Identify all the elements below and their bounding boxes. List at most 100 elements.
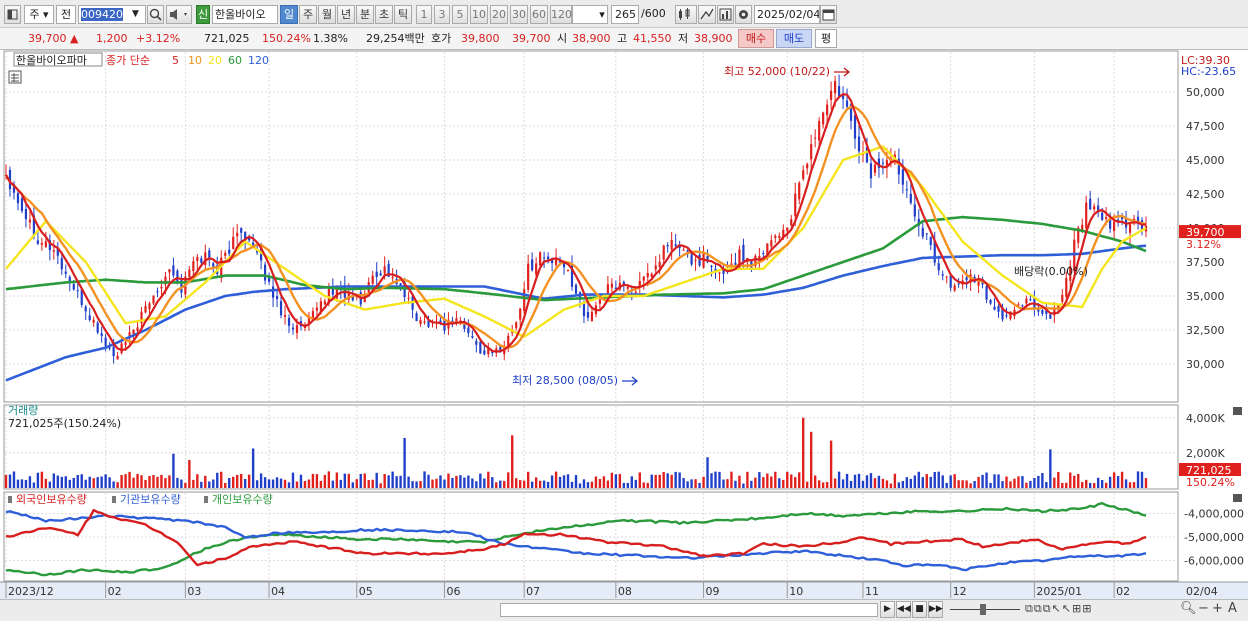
candle-body: [371, 275, 374, 284]
interval-button-5[interactable]: 5: [452, 5, 468, 24]
sell-button[interactable]: 매도: [776, 29, 812, 48]
zoom-in-icon[interactable]: +: [1212, 601, 1223, 616]
candle-body: [523, 289, 526, 312]
volume-bar: [953, 474, 956, 488]
volume-tag-bg: [1179, 463, 1241, 476]
low-annotation: 최저 28,500 (08/05): [512, 374, 618, 387]
volume-bar: [877, 475, 881, 488]
candle-body: [224, 252, 227, 256]
volume-bar: [387, 475, 390, 488]
period-button-6[interactable]: 틱: [394, 5, 412, 24]
candle-body: [132, 329, 135, 336]
date-input[interactable]: 2025/02/04: [754, 5, 820, 24]
volume-bar: [566, 474, 570, 488]
window-layout-icon[interactable]: [4, 5, 21, 24]
interval-button-1[interactable]: 1: [416, 5, 432, 24]
period-button-4[interactable]: 분: [356, 5, 374, 24]
zoom-out-icon[interactable]: −: [1198, 601, 1209, 616]
candle-body: [941, 274, 944, 276]
hc-label: HC:-23.65: [1181, 65, 1236, 78]
speaker-icon[interactable]: [166, 5, 192, 24]
interval-button-20[interactable]: 20: [490, 5, 508, 24]
volume-bar: [279, 478, 283, 488]
rewind-icon[interactable]: ◀◀: [896, 601, 911, 618]
market-select[interactable]: 주 ▾: [24, 5, 54, 24]
stats-icon[interactable]: [717, 5, 734, 24]
eval-button[interactable]: 평: [815, 29, 837, 48]
drawing-tool-icon[interactable]: [698, 5, 716, 24]
buy-button[interactable]: 매수: [738, 29, 774, 48]
code-dropdown-icon[interactable]: ▼: [132, 9, 139, 19]
horizontal-scrollbar[interactable]: [500, 603, 878, 617]
candle-body: [260, 247, 263, 261]
candle-body: [798, 182, 801, 200]
layout-icons[interactable]: ⧉⧉⧉↖↖⊞⊞: [1025, 602, 1093, 615]
volume-bar: [666, 473, 669, 488]
period-button-0[interactable]: 일: [280, 5, 298, 24]
interval-button-10[interactable]: 10: [470, 5, 488, 24]
candle-body: [423, 321, 426, 323]
candle-body: [407, 297, 410, 299]
candle-body: [475, 340, 478, 345]
interval-button-120[interactable]: 120: [550, 5, 572, 24]
interval-button-3[interactable]: 3: [434, 5, 450, 24]
volume-bar: [678, 472, 681, 488]
dividend-annotation: 배당락(0.00%): [1014, 265, 1088, 278]
zoom-slider-thumb[interactable]: [980, 604, 986, 615]
ma120-line: [5, 244, 1147, 382]
zoom-search-icon[interactable]: 🔍︎: [1180, 601, 1197, 616]
volume-bar: [200, 481, 203, 488]
stop-icon[interactable]: ■: [912, 601, 927, 618]
volume-bar: [1001, 481, 1004, 488]
volume-bar: [770, 476, 773, 488]
volume-bar: [526, 471, 530, 488]
candle-body: [92, 319, 95, 323]
candle-body: [56, 247, 59, 256]
candle-body: [12, 184, 16, 193]
candle-type-icon[interactable]: [675, 5, 697, 24]
stock-chart[interactable]: 50,00047,50045,00042,50040,00037,50035,0…: [0, 50, 1248, 599]
volume-bar: [228, 477, 231, 488]
interval-button-60[interactable]: 60: [530, 5, 548, 24]
calendar-icon[interactable]: [820, 5, 837, 24]
volume-bar: [885, 480, 889, 488]
candle-body: [837, 86, 841, 96]
volume-title: 거래량: [8, 404, 38, 417]
candle-body: [682, 249, 685, 251]
count-input[interactable]: 265: [611, 5, 639, 24]
interval-button-30[interactable]: 30: [510, 5, 528, 24]
period-button-3[interactable]: 년: [337, 5, 355, 24]
open-price: 38,900: [572, 32, 611, 45]
volume-bar: [423, 471, 426, 488]
candle-body: [156, 291, 159, 293]
interval-select[interactable]: ▾: [572, 5, 608, 24]
holding-legend-marker-1: [112, 496, 116, 503]
volume-bar: [463, 477, 466, 488]
period-button-5[interactable]: 초: [375, 5, 393, 24]
prev-button[interactable]: 전: [56, 5, 76, 24]
candle-body: [547, 256, 550, 260]
candle-body: [877, 158, 881, 168]
play-icon[interactable]: ▶▶: [928, 601, 943, 618]
volume-bar: [869, 473, 873, 488]
volume-bar: [734, 480, 737, 488]
candle-body: [626, 286, 629, 289]
individual-holding-line: [5, 502, 1147, 577]
volume-bar: [917, 471, 920, 488]
font-size-icon[interactable]: A: [1228, 601, 1237, 616]
candle-body: [415, 313, 418, 322]
volume-bar: [762, 477, 765, 488]
period-button-1[interactable]: 주: [299, 5, 317, 24]
search-icon[interactable]: [147, 5, 164, 24]
volume-panel-close-icon: [1233, 407, 1242, 415]
volume-bar: [104, 474, 107, 488]
gear-icon[interactable]: [735, 5, 752, 24]
candle-body: [841, 93, 845, 99]
volume-bar: [602, 476, 606, 488]
scroll-right-icon[interactable]: ▶: [880, 601, 895, 618]
volume-bar: [969, 483, 972, 488]
stock-code-input[interactable]: 009420: [78, 5, 146, 24]
period-button-2[interactable]: 월: [318, 5, 336, 24]
x-label-11: 12: [953, 585, 967, 598]
candle-body: [399, 283, 402, 286]
